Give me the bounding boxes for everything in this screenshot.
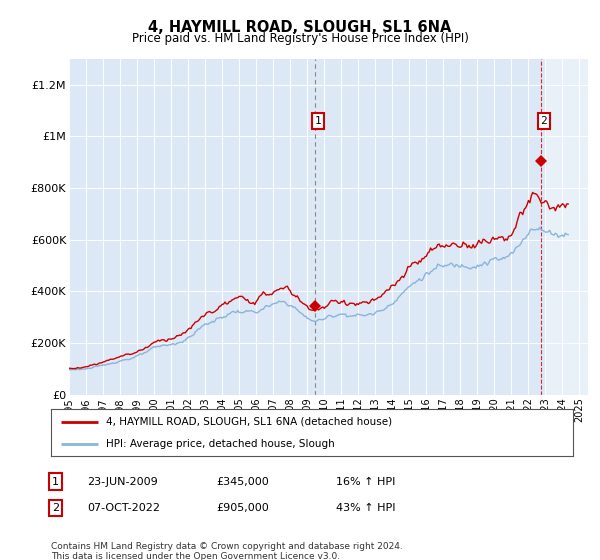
Text: HPI: Average price, detached house, Slough: HPI: Average price, detached house, Slou… <box>106 438 335 449</box>
Bar <box>545 59 588 395</box>
Text: 2: 2 <box>52 503 59 513</box>
Text: 23-JUN-2009: 23-JUN-2009 <box>87 477 158 487</box>
Text: 07-OCT-2022: 07-OCT-2022 <box>87 503 160 513</box>
Text: Price paid vs. HM Land Registry's House Price Index (HPI): Price paid vs. HM Land Registry's House … <box>131 32 469 45</box>
Text: 1: 1 <box>314 116 321 126</box>
Text: Contains HM Land Registry data © Crown copyright and database right 2024.
This d: Contains HM Land Registry data © Crown c… <box>51 542 403 560</box>
Text: 1: 1 <box>52 477 59 487</box>
Text: 2: 2 <box>541 116 547 126</box>
Text: 43% ↑ HPI: 43% ↑ HPI <box>336 503 395 513</box>
Text: 4, HAYMILL ROAD, SLOUGH, SL1 6NA (detached house): 4, HAYMILL ROAD, SLOUGH, SL1 6NA (detach… <box>106 417 392 427</box>
Text: £905,000: £905,000 <box>216 503 269 513</box>
Text: 16% ↑ HPI: 16% ↑ HPI <box>336 477 395 487</box>
Text: 4, HAYMILL ROAD, SLOUGH, SL1 6NA: 4, HAYMILL ROAD, SLOUGH, SL1 6NA <box>148 20 452 35</box>
Text: £345,000: £345,000 <box>216 477 269 487</box>
Bar <box>545 59 588 395</box>
